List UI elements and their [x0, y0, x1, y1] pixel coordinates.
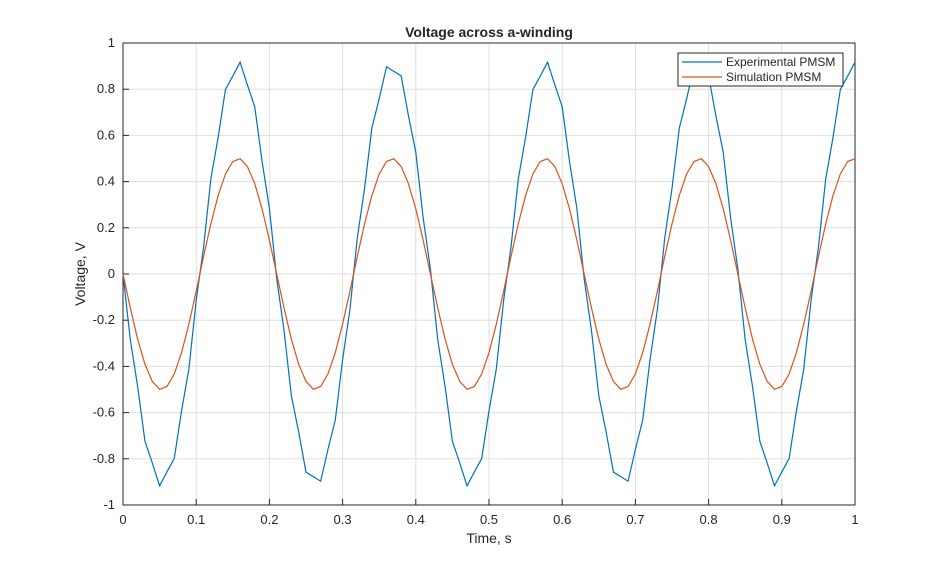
y-tick-label: 1	[108, 35, 115, 50]
x-tick-label: 1	[851, 512, 858, 527]
x-axis-label: Time, s	[466, 530, 511, 546]
y-tick-label: 0.4	[97, 174, 115, 189]
x-tick-label: 0.3	[334, 512, 352, 527]
x-tick-label: 0.4	[407, 512, 425, 527]
x-tick-label: 0.8	[700, 512, 718, 527]
x-tick-label: 0.9	[773, 512, 791, 527]
y-tick-label: -0.4	[93, 358, 115, 373]
x-tick-label: 0	[119, 512, 126, 527]
y-tick-label: 0.8	[97, 81, 115, 96]
legend-box	[677, 52, 844, 87]
y-tick-label: 0	[108, 266, 115, 281]
x-tick-label: 0.1	[187, 512, 205, 527]
x-tick-label: 0.5	[480, 512, 498, 527]
y-tick-label: -0.2	[93, 312, 115, 327]
x-tick-label: 0.6	[553, 512, 571, 527]
y-tick-label: -0.8	[93, 451, 115, 466]
legend-label: Experimental PMSM	[726, 55, 835, 69]
y-tick-label: -0.6	[93, 405, 115, 420]
chart-title: Voltage across a-winding	[405, 24, 573, 40]
line-series	[122, 158, 856, 390]
y-tick-label: -1	[103, 497, 115, 512]
y-axis-label: Voltage, V	[72, 241, 88, 305]
legend-label: Simulation PMSM	[726, 70, 821, 84]
x-tick-label: 0.2	[260, 512, 278, 527]
y-tick-label: 0.2	[97, 220, 115, 235]
x-tick-label: 0.7	[626, 512, 644, 527]
line-series	[122, 60, 856, 488]
y-tick-label: 0.6	[97, 127, 115, 142]
